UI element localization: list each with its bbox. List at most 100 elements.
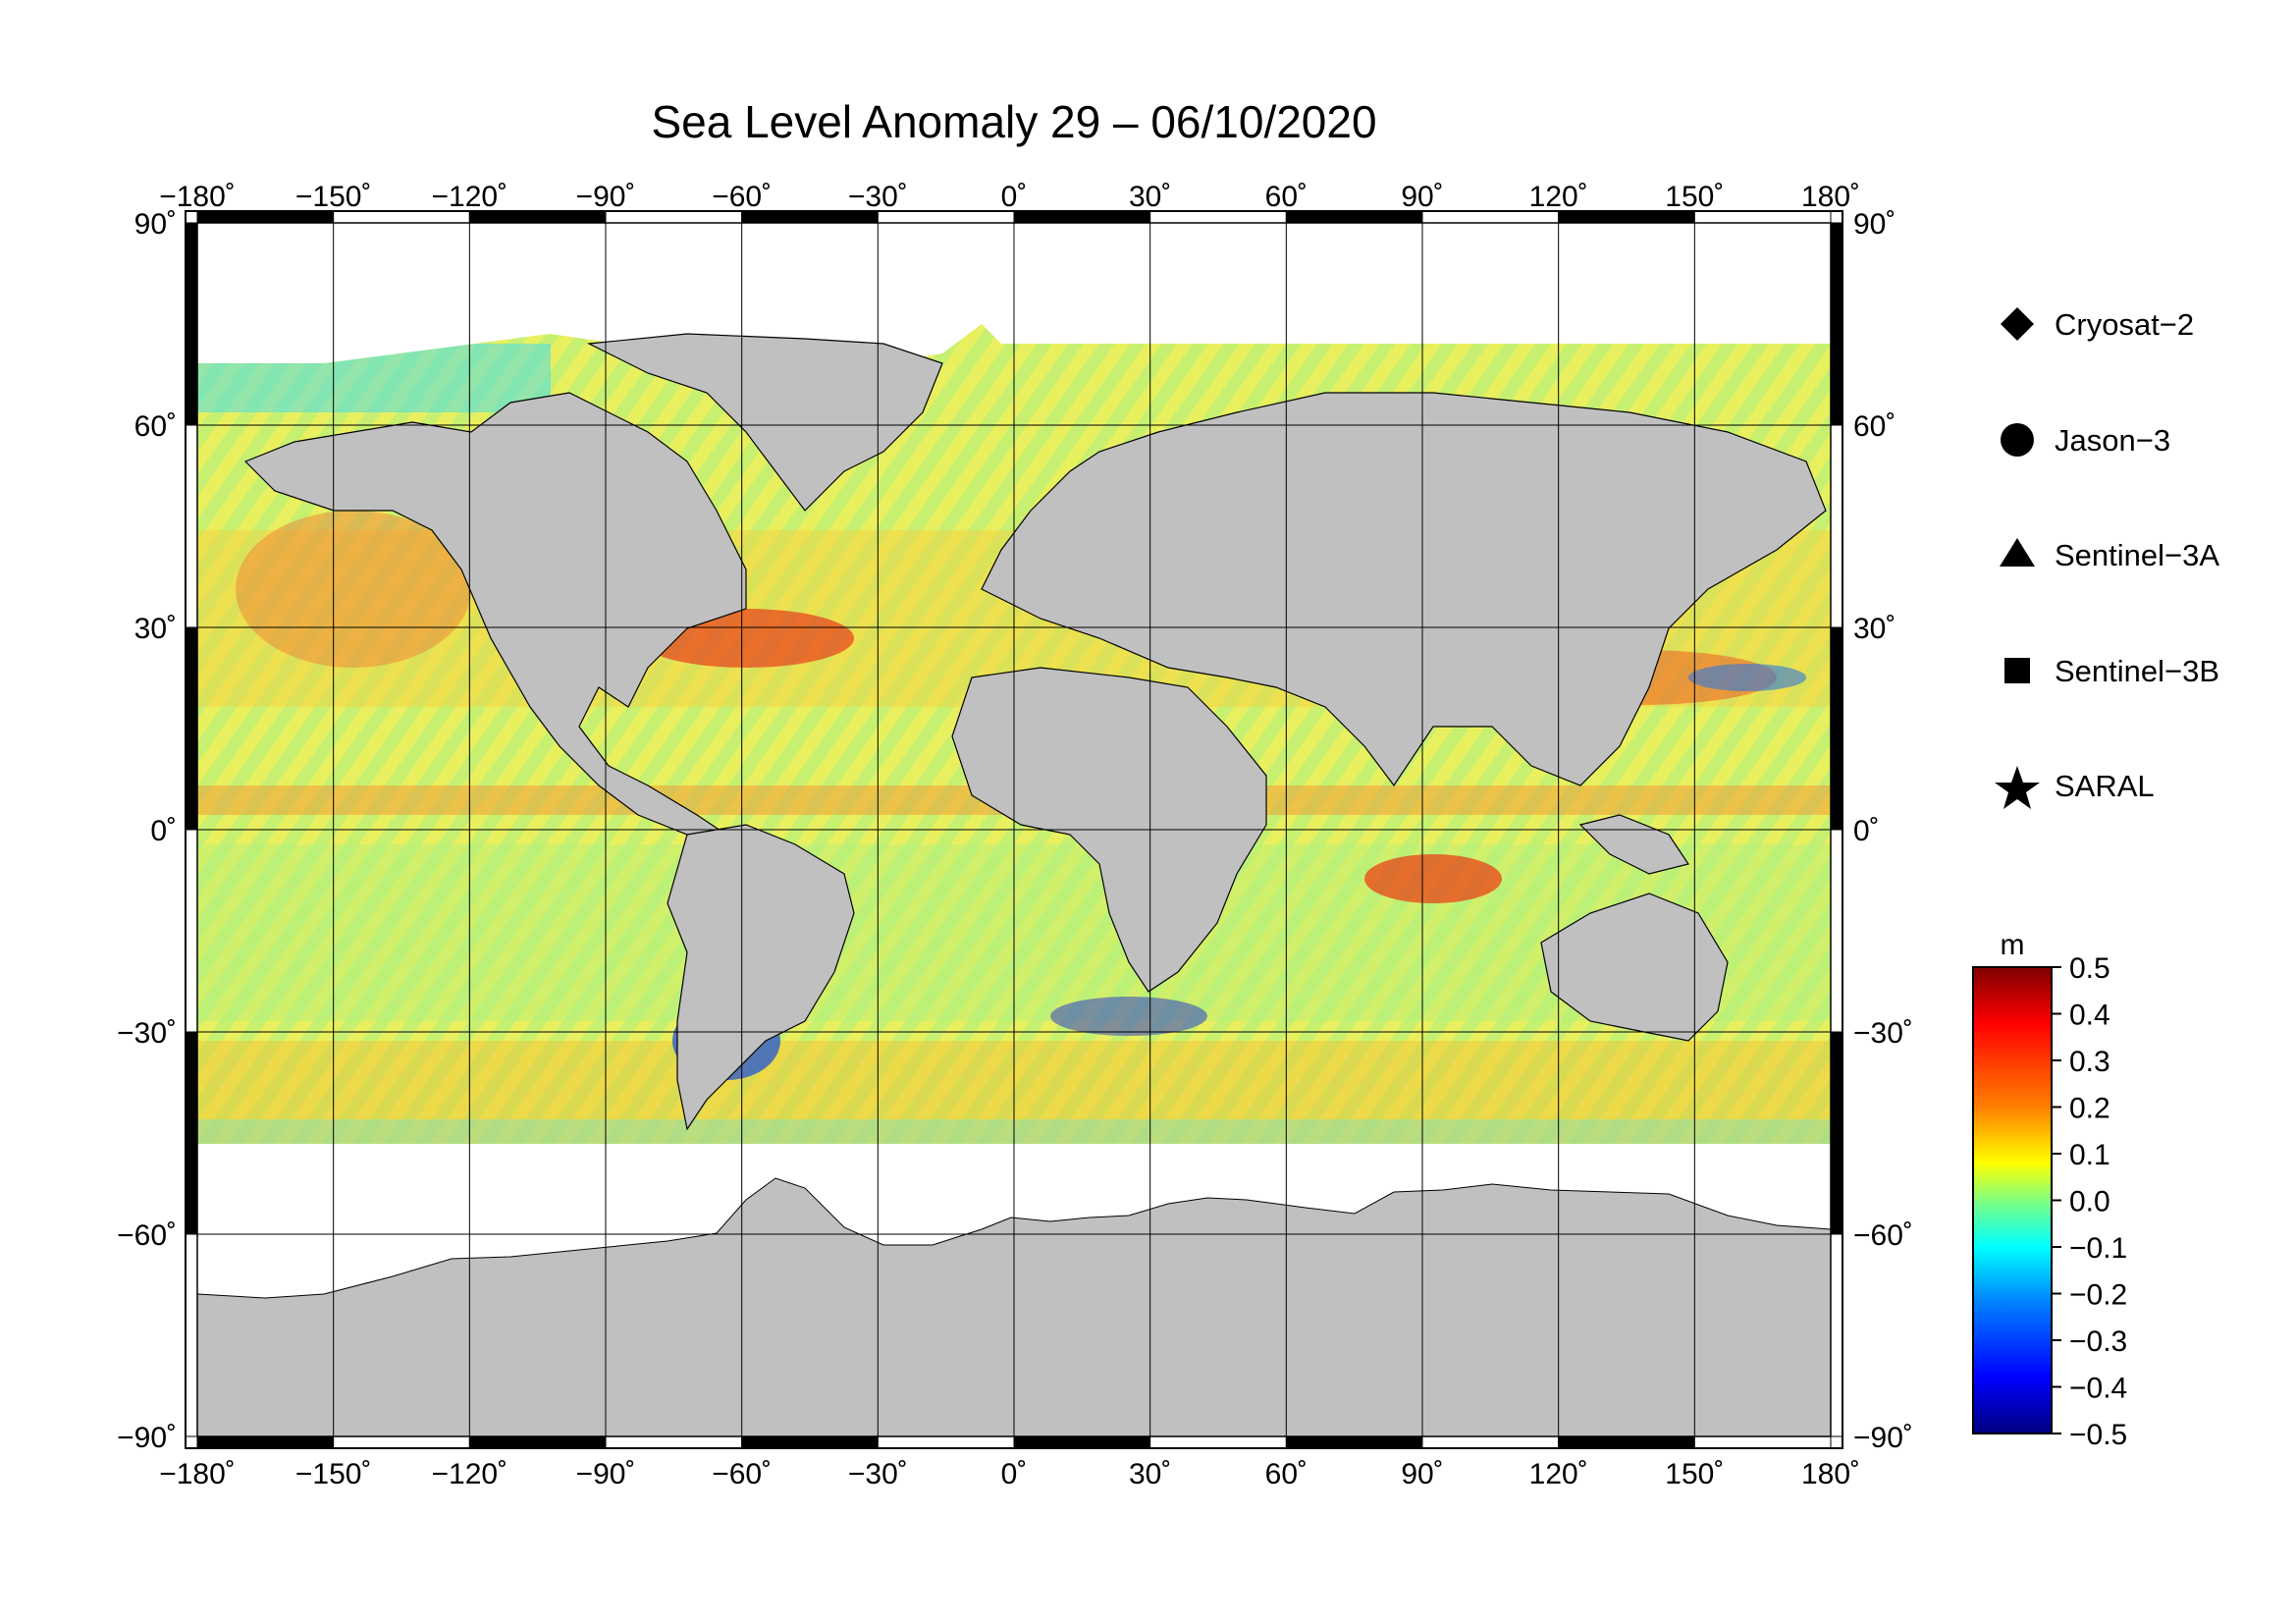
colorbar-tick-label: −0.1 [2069, 1232, 2127, 1265]
frame-bar-bottom [196, 1435, 335, 1449]
longitude-ticks-top: −180˚ −150˚ −120˚ −90˚ −60˚ −30˚ 0˚ 30˚ 60˚ 90˚ 12… [159, 181, 1860, 213]
legend-label-saral: SARAL [2055, 769, 2155, 803]
frame-bar-right [1830, 424, 1843, 628]
lon-tick-label: 120˚ [1529, 181, 1588, 213]
longitude-ticks-bottom: −180˚ −150˚ −120˚ −90˚ −60˚ −30˚ 0˚ 30˚ 60˚ 90˚ 12… [159, 1458, 1860, 1490]
frame-bar-left [185, 829, 198, 1033]
lat-tick-label: −60˚ [117, 1219, 177, 1252]
land-australia [1540, 893, 1729, 1042]
lon-tick-label: 60˚ [1265, 181, 1308, 213]
legend-label-cryosat: Cryosat−2 [2055, 307, 2194, 342]
lat-tick-label: −30˚ [1853, 1017, 1913, 1050]
lon-tick-label: 30˚ [1129, 181, 1171, 213]
frame-bar-bottom [1013, 1435, 1151, 1449]
lon-tick-label: −60˚ [712, 1458, 772, 1490]
circle-icon [2001, 423, 2034, 457]
frame-bar-bottom [468, 1435, 607, 1449]
frame-bar-bottom [741, 1435, 879, 1449]
lat-tick-label: −60˚ [1853, 1219, 1913, 1252]
diamond-icon [2001, 307, 2034, 341]
lat-tick-label: 90˚ [134, 208, 177, 241]
frame-bar-bottom [877, 1435, 1015, 1449]
colorbar-tick-label: −0.4 [2069, 1373, 2127, 1405]
frame-bar-left [185, 1233, 198, 1437]
lon-tick-label: −30˚ [848, 181, 908, 213]
land-europe-asia [981, 392, 1827, 787]
lon-tick-label: −120˚ [432, 1458, 508, 1490]
lat-tick-label: −30˚ [117, 1017, 177, 1050]
lon-tick-label: −180˚ [159, 181, 236, 213]
lon-tick-label: 150˚ [1665, 1458, 1724, 1490]
colorbar-ticks: 0.5 0.4 0.3 0.2 0.1 0.0 −0.1 −0.2 −0.3 −0.4 −0.5 [2052, 952, 2127, 1451]
colorbar-unit: m [2001, 929, 2025, 961]
colorbar-tick-label: 0.2 [2069, 1093, 2110, 1125]
triangle-icon [2000, 538, 2035, 567]
frame-bar-right [1830, 626, 1843, 831]
lon-tick-label: −120˚ [432, 181, 508, 213]
frame-bar-left [185, 626, 198, 831]
colorbar-tick-label: 0.4 [2069, 1000, 2110, 1032]
lat-tick-label: −90˚ [1853, 1422, 1913, 1454]
lon-tick-label: 0˚ [1001, 1458, 1028, 1490]
map-frame [185, 210, 1843, 1449]
frame-bar-right [1830, 1233, 1843, 1437]
frame-bar-right [1830, 829, 1843, 1033]
latitude-ticks-left: 90˚ 60˚ 30˚ 0˚ −30˚ −60˚ −90˚ [117, 208, 177, 1454]
colorbar-tick-label: 0.0 [2069, 1186, 2110, 1218]
lon-tick-label: −150˚ [295, 1458, 372, 1490]
land-north-america [243, 392, 747, 836]
land-greenland [586, 333, 943, 512]
frame-outline [185, 210, 1843, 1449]
frame-bar-left [185, 424, 198, 628]
lat-tick-label: 60˚ [134, 410, 177, 443]
colorbar-tick-label: 0.3 [2069, 1046, 2110, 1078]
lon-tick-label: −60˚ [712, 181, 772, 213]
lat-tick-label: 0˚ [1853, 815, 1880, 847]
lon-tick-label: 150˚ [1665, 181, 1724, 213]
lon-tick-label: 120˚ [1529, 1458, 1588, 1490]
frame-bar-right [1830, 222, 1843, 426]
colorbar-tick-label: 0.5 [2069, 952, 2110, 985]
lon-tick-label: −150˚ [295, 181, 372, 213]
frame-bar-bottom [1149, 1435, 1287, 1449]
lon-tick-label: −90˚ [576, 181, 636, 213]
lon-tick-label: −30˚ [848, 1458, 908, 1490]
frame-bar-bottom [605, 1435, 743, 1449]
frame-bar-bottom [1693, 1435, 1832, 1449]
lon-tick-label: 60˚ [1265, 1458, 1308, 1490]
lat-tick-label: 30˚ [1853, 613, 1896, 645]
star-icon [1995, 766, 2040, 809]
colorbar-tick-label: −0.5 [2069, 1419, 2127, 1451]
legend-label-sentinel-3b: Sentinel−3B [2055, 654, 2219, 688]
lat-tick-label: 30˚ [134, 613, 177, 645]
lon-tick-label: 180˚ [1801, 181, 1860, 213]
colorbar-gradient [1972, 966, 2053, 1434]
lon-tick-label: 30˚ [1129, 1458, 1171, 1490]
frame-bar-left [185, 1031, 198, 1235]
lon-tick-label: −90˚ [576, 1458, 636, 1490]
frame-bar-right [1830, 1031, 1843, 1235]
colorbar-tick-label: 0.1 [2069, 1139, 2110, 1171]
colorbar-tick-label: −0.3 [2069, 1325, 2127, 1358]
lat-tick-label: 0˚ [150, 815, 177, 847]
satellite-legend: Cryosat−2 Jason−3 Sentinel−3A Sentinel−3… [1995, 307, 2219, 809]
square-icon [2004, 658, 2030, 683]
lat-tick-label: −90˚ [117, 1422, 177, 1454]
colorbar: m 0.5 0.4 0.3 0.2 0.1 0.0 −0.1 −0.2 −0.3 −0.4 −0.5 [1972, 929, 2127, 1451]
lon-tick-label: 0˚ [1001, 181, 1028, 213]
legend-label-jason: Jason−3 [2055, 423, 2170, 458]
lon-tick-label: −180˚ [159, 1458, 236, 1490]
lat-tick-label: 60˚ [1853, 410, 1896, 443]
legend-label-sentinel-3a: Sentinel−3A [2055, 538, 2219, 572]
land-masses [243, 333, 1827, 1131]
lat-tick-label: 90˚ [1853, 208, 1896, 241]
map-panel [197, 223, 1831, 1436]
land-south-america [667, 824, 855, 1131]
frame-bar-bottom [333, 1435, 470, 1449]
frame-bar-bottom [1421, 1435, 1560, 1449]
latitude-ticks-right: 90˚ 60˚ 30˚ 0˚ −30˚ −60˚ −90˚ [1853, 208, 1913, 1454]
graticule [197, 223, 1831, 1436]
frame-bar-bottom [1285, 1435, 1423, 1449]
lon-tick-label: 180˚ [1801, 1458, 1860, 1490]
